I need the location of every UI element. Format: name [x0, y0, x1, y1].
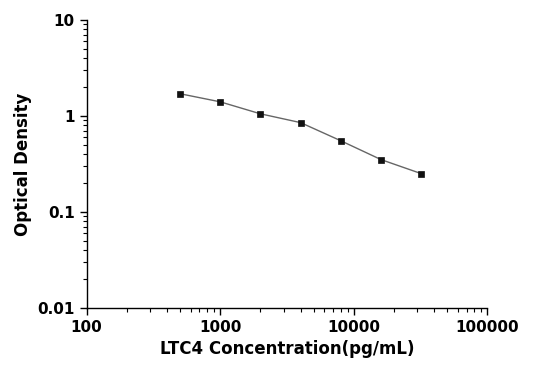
- X-axis label: LTC4 Concentration(pg/mL): LTC4 Concentration(pg/mL): [160, 340, 414, 358]
- Y-axis label: Optical Density: Optical Density: [14, 92, 32, 235]
